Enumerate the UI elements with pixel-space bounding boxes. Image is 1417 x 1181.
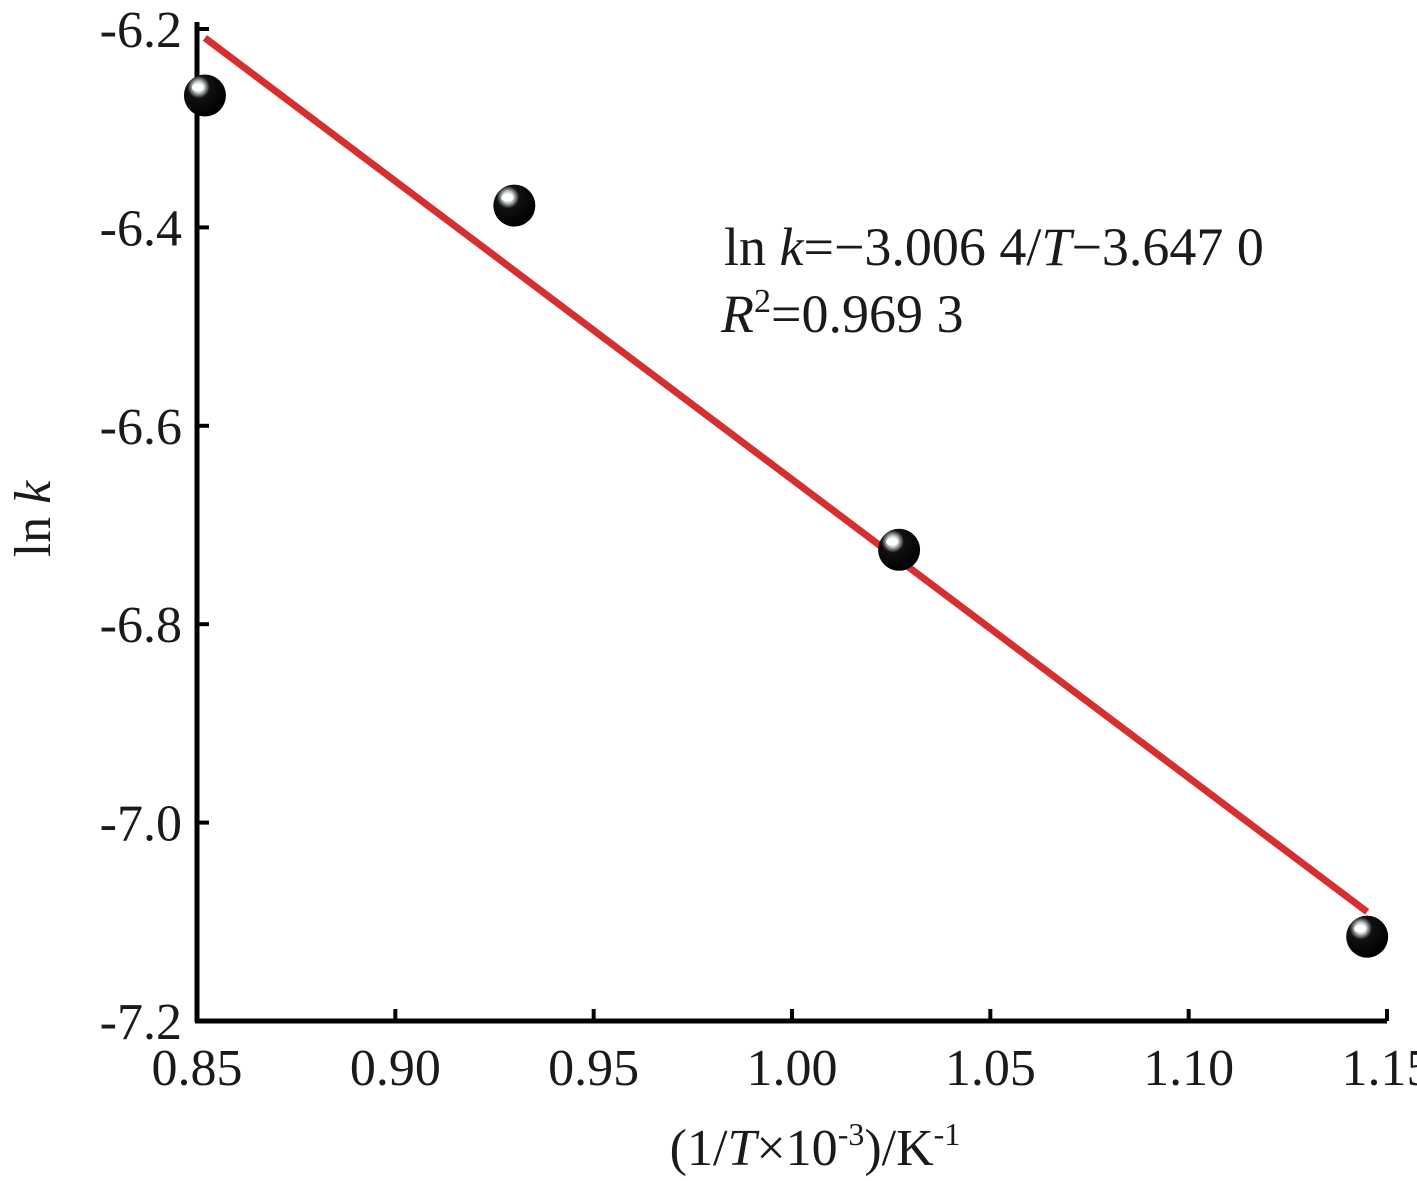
y-axis-title: ln k (5, 480, 62, 557)
y-tick-label: -6.4 (100, 200, 182, 257)
x-tick-label: 0.90 (350, 1040, 441, 1097)
x-tick-label: 1.10 (1143, 1040, 1234, 1097)
data-point-highlight (501, 193, 514, 202)
y-tick-label: -7.0 (100, 796, 182, 853)
data-point (1346, 915, 1389, 958)
fit-line (202, 35, 1370, 915)
x-tick-label: 0.95 (548, 1040, 639, 1097)
x-tick-label: 1.00 (747, 1040, 838, 1097)
data-point (493, 184, 536, 227)
y-tick-label: -6.8 (100, 597, 182, 654)
y-tick-label: -6.6 (100, 399, 182, 456)
x-tick-label: 1.05 (945, 1040, 1036, 1097)
data-point (878, 528, 921, 571)
y-ticks: -6.2 -6.4 -6.6 -6.8 -7.0 -7.2 (100, 2, 209, 1051)
data-points (183, 74, 1389, 958)
y-tick-label: -6.2 (100, 2, 182, 59)
data-point-highlight (1354, 924, 1367, 933)
data-point-highlight (886, 537, 899, 546)
x-ticks: 0.85 0.90 0.95 1.00 1.05 1.10 1.15 (152, 1009, 1417, 1097)
x-axis-title: (1/T×10-3)/K-1 (670, 1116, 961, 1177)
data-point-highlight (191, 83, 204, 92)
axes (194, 22, 1387, 1024)
equation-annotation: ln k=−3.006 4/T−3.647 0 (724, 217, 1264, 277)
y-tick-label: -7.2 (100, 994, 182, 1051)
x-tick-label: 0.85 (152, 1040, 243, 1097)
x-tick-label: 1.15 (1342, 1040, 1417, 1097)
data-point (183, 74, 226, 117)
r-squared-annotation: R2=0.969 3 (720, 283, 963, 344)
